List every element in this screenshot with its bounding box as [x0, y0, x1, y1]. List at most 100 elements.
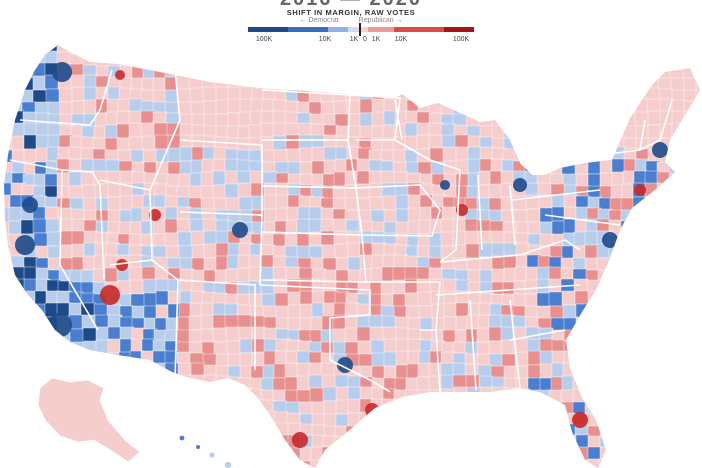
county-cell	[93, 45, 109, 56]
county-cell	[671, 233, 687, 249]
legend-color-scale	[248, 27, 474, 32]
county-cell	[657, 208, 673, 224]
county-cell	[155, 412, 171, 428]
county-cell	[671, 363, 687, 379]
county-cell	[622, 45, 638, 57]
county-cell	[443, 434, 459, 450]
county-cell	[455, 45, 471, 57]
county-cell	[4, 364, 12, 380]
county-cell	[669, 194, 685, 210]
county-cell	[683, 376, 699, 392]
county-cell	[119, 45, 135, 54]
county-cell	[682, 256, 698, 272]
county-cell	[275, 448, 291, 464]
county-cell	[680, 434, 696, 450]
county-cell	[131, 45, 147, 54]
state-border-segment	[435, 284, 581, 296]
county-cell	[212, 425, 228, 441]
legend-tick-dem-10k: 10K	[318, 36, 332, 43]
county-cell	[692, 134, 700, 150]
county-cell	[81, 448, 97, 464]
county-cell	[632, 326, 648, 342]
county-cell	[344, 53, 360, 69]
county-cell	[154, 134, 170, 150]
county-cell	[10, 317, 26, 333]
county-cell	[671, 350, 687, 366]
county-cell	[560, 122, 576, 138]
county-cell	[164, 232, 180, 248]
county-cell	[599, 52, 615, 68]
county-cell	[21, 447, 37, 463]
county-hotspot	[634, 184, 646, 196]
county-cell	[512, 45, 528, 55]
county-cell	[610, 269, 626, 285]
county-cell	[179, 401, 195, 417]
county-cell	[201, 425, 217, 441]
county-cell	[286, 148, 302, 164]
county-cell	[588, 30, 602, 44]
county-cell	[644, 209, 660, 225]
county-cell	[609, 327, 625, 343]
county-cell	[309, 459, 325, 468]
county-cell	[94, 449, 110, 465]
county-cell	[321, 51, 337, 67]
county-cell	[584, 101, 600, 117]
county-cell	[32, 317, 48, 333]
county-cell	[695, 350, 700, 366]
county-cell	[561, 290, 577, 306]
county-cell	[143, 448, 159, 464]
county-cell	[21, 317, 37, 333]
county-cell	[659, 364, 675, 380]
county-cell	[164, 62, 180, 78]
county-cell	[683, 206, 699, 222]
county-cell	[454, 51, 470, 67]
county-cell	[695, 329, 700, 345]
county-cell	[608, 353, 624, 369]
county-cell	[392, 399, 408, 415]
county-cell	[503, 387, 519, 403]
county-cell	[548, 134, 564, 150]
county-cell	[692, 423, 700, 439]
county-cell	[536, 422, 552, 438]
county-cell	[417, 291, 433, 307]
county-cell	[536, 45, 552, 54]
county-cell	[537, 50, 553, 66]
county-cell	[656, 316, 672, 332]
county-cell	[310, 50, 326, 66]
county-cell	[526, 389, 542, 405]
county-cell	[143, 434, 159, 450]
county-cell	[153, 461, 169, 468]
county-cell	[345, 425, 361, 441]
county-cell	[668, 172, 684, 188]
county-cell	[8, 89, 24, 105]
county-cell	[524, 51, 540, 67]
county-cell	[693, 446, 700, 462]
county-cell	[671, 377, 687, 393]
county-cell	[23, 412, 39, 428]
county-cell	[598, 135, 614, 151]
county-cell	[634, 293, 650, 309]
county-cell	[644, 315, 660, 331]
county-cell	[250, 449, 266, 465]
county-cell	[212, 437, 228, 453]
county-cell	[369, 196, 385, 212]
county-cell	[131, 461, 147, 468]
county-cell	[659, 377, 675, 393]
county-cell	[692, 147, 700, 163]
state-border-segment	[261, 231, 367, 283]
county-cell	[191, 386, 207, 402]
county-cell	[683, 233, 699, 249]
county-cell	[539, 77, 555, 93]
county-cell	[33, 362, 49, 378]
county-cell	[575, 45, 591, 56]
county-cell	[596, 113, 612, 129]
county-cell	[694, 460, 700, 468]
county-cell	[454, 400, 470, 416]
county-cell	[633, 304, 649, 320]
county-cell	[656, 436, 672, 452]
county-cell	[562, 101, 578, 117]
county-cell	[596, 100, 612, 116]
county-cell	[4, 435, 15, 451]
county-cell	[176, 218, 192, 234]
county-hotspot	[115, 70, 125, 80]
